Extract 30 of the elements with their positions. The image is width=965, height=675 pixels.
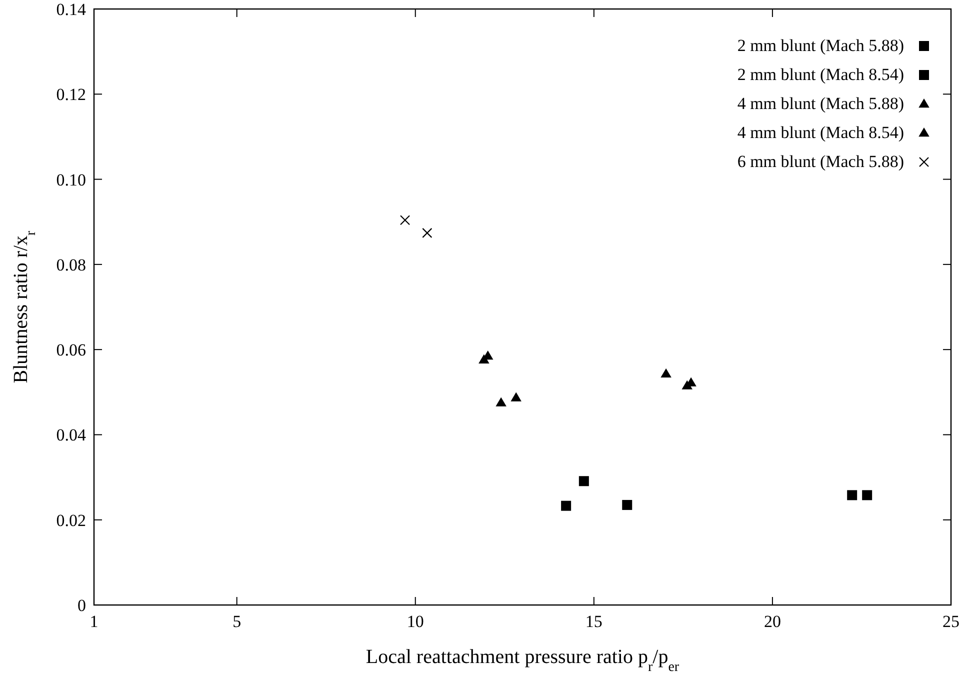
legend-label: 6 mm blunt (Mach 5.88) (737, 152, 904, 171)
y-tick-label: 0.06 (56, 340, 86, 360)
y-tick-label: 0.04 (56, 426, 86, 445)
x-tick-label: 1 (90, 612, 98, 631)
y-tick-label: 0.14 (56, 0, 86, 19)
x-tick-label: 20 (764, 612, 781, 631)
y-tick-label: 0 (78, 596, 86, 615)
legend-label: 2 mm blunt (Mach 5.88) (737, 36, 904, 55)
point (511, 392, 522, 402)
x-tick-label: 25 (942, 612, 960, 631)
point (422, 228, 432, 238)
x-axis-title: Local reattachment pressure ratio p$_{r}$/p$_{er}$ (366, 646, 680, 674)
point (400, 215, 410, 226)
point (496, 398, 506, 406)
x-tick-label: 15 (585, 612, 602, 631)
y-tick-label: 0.12 (56, 85, 86, 104)
legend-label: 4 mm blunt (Mach 5.88) (737, 94, 904, 113)
point (622, 500, 632, 510)
y-tick-label: 0.02 (56, 510, 86, 530)
point (862, 490, 872, 500)
y-tick-label: 0.10 (56, 170, 86, 190)
point (661, 368, 672, 378)
y-tick-label: 0.08 (56, 255, 86, 274)
point (578, 476, 589, 486)
point (847, 490, 858, 500)
x-tick-label: 10 (406, 612, 424, 631)
x-tick-label: 5 (232, 612, 242, 631)
point (561, 500, 572, 511)
legend-label: 4 mm blunt (Mach 8.54) (737, 123, 904, 142)
legend-label: 2 mm blunt (Mach 8.54) (737, 65, 904, 84)
